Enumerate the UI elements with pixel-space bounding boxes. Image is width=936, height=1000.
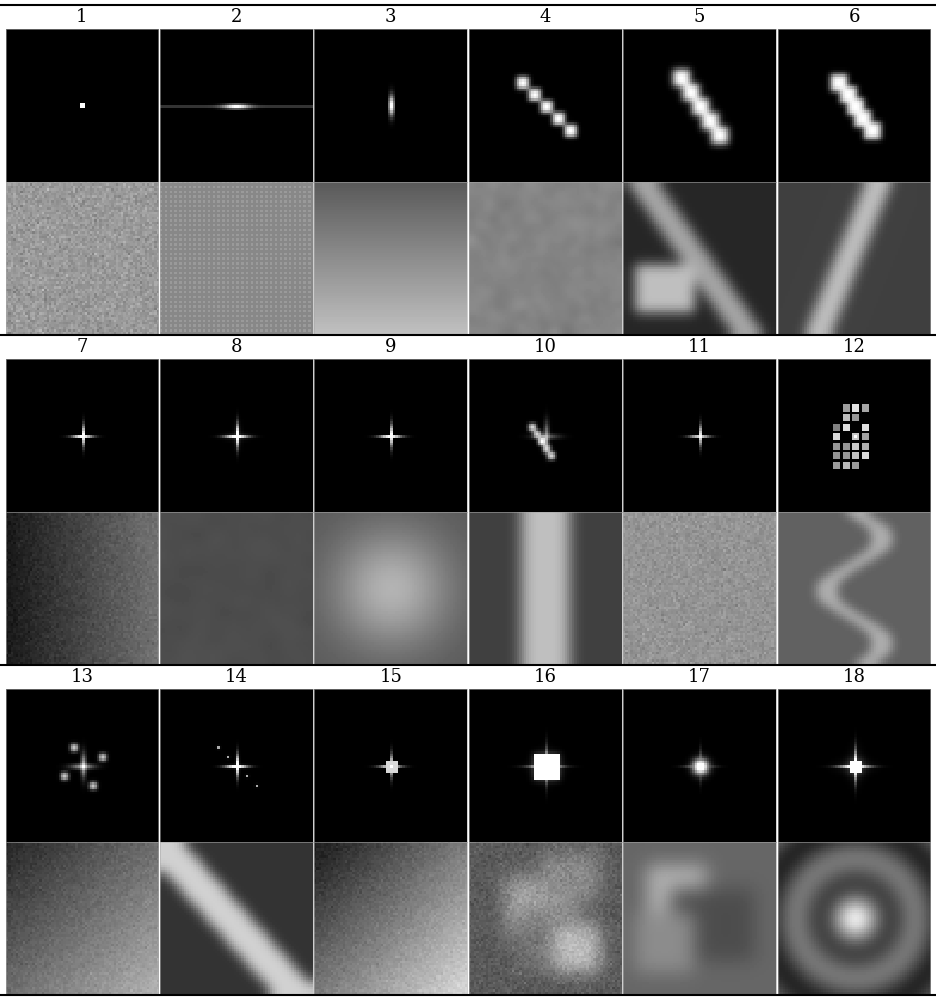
Text: 2: 2 <box>230 8 242 26</box>
Text: 14: 14 <box>225 668 248 686</box>
Text: 17: 17 <box>688 668 711 686</box>
Text: 7: 7 <box>76 338 88 356</box>
Text: 9: 9 <box>385 338 397 356</box>
Text: 13: 13 <box>70 668 94 686</box>
Text: 1: 1 <box>76 8 88 26</box>
Text: 15: 15 <box>379 668 402 686</box>
Text: 12: 12 <box>842 338 866 356</box>
Text: 6: 6 <box>848 8 860 26</box>
Text: 5: 5 <box>694 8 706 26</box>
Text: 8: 8 <box>230 338 242 356</box>
Text: 4: 4 <box>539 8 551 26</box>
Text: 16: 16 <box>534 668 557 686</box>
Text: 11: 11 <box>688 338 711 356</box>
Text: 10: 10 <box>534 338 557 356</box>
Text: 3: 3 <box>385 8 397 26</box>
Text: 18: 18 <box>842 668 866 686</box>
